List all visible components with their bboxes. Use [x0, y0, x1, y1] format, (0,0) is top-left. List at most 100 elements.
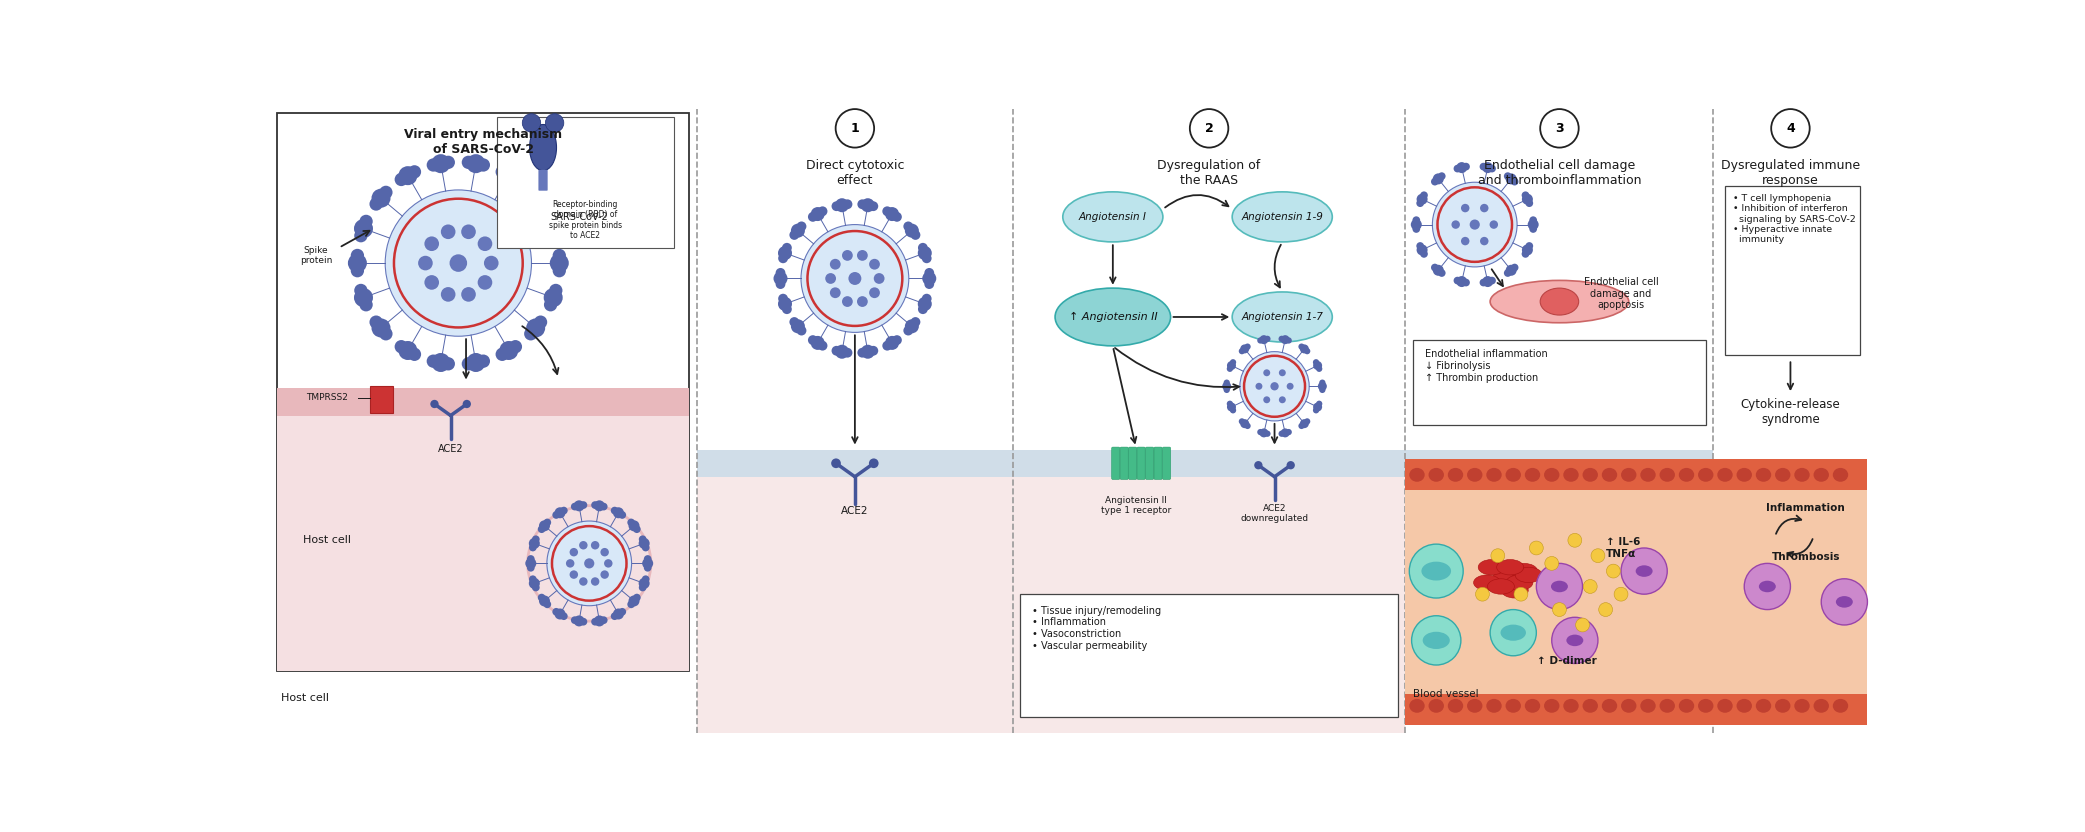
Circle shape	[1503, 270, 1512, 277]
Circle shape	[1551, 617, 1597, 663]
Circle shape	[1505, 173, 1516, 185]
Ellipse shape	[1422, 562, 1451, 581]
Circle shape	[1512, 264, 1518, 271]
Circle shape	[1241, 352, 1309, 421]
Ellipse shape	[1478, 560, 1505, 575]
Ellipse shape	[1756, 699, 1770, 713]
Circle shape	[350, 249, 365, 262]
Circle shape	[498, 341, 519, 360]
Ellipse shape	[1641, 468, 1655, 482]
Circle shape	[830, 259, 840, 270]
Circle shape	[611, 612, 619, 620]
Circle shape	[461, 156, 475, 169]
Circle shape	[1528, 225, 1537, 233]
Circle shape	[573, 500, 584, 512]
Circle shape	[1522, 245, 1532, 255]
Circle shape	[832, 201, 842, 211]
Circle shape	[1278, 396, 1286, 404]
Circle shape	[1770, 109, 1810, 147]
Circle shape	[917, 305, 928, 314]
Circle shape	[842, 348, 853, 358]
Ellipse shape	[1541, 288, 1578, 315]
Circle shape	[836, 109, 874, 147]
FancyBboxPatch shape	[1145, 447, 1153, 479]
Circle shape	[1224, 387, 1230, 393]
Circle shape	[857, 296, 867, 307]
Ellipse shape	[1814, 699, 1829, 713]
Circle shape	[778, 294, 788, 304]
Circle shape	[532, 584, 540, 592]
Circle shape	[394, 340, 409, 354]
Ellipse shape	[1510, 563, 1537, 579]
Circle shape	[594, 616, 605, 626]
Text: ↑ D-dimer: ↑ D-dimer	[1537, 656, 1597, 666]
Circle shape	[628, 596, 640, 607]
Ellipse shape	[530, 125, 557, 171]
Ellipse shape	[1737, 699, 1751, 713]
Ellipse shape	[1409, 699, 1424, 713]
Circle shape	[548, 229, 563, 242]
Circle shape	[1226, 365, 1232, 372]
Circle shape	[1745, 563, 1791, 610]
FancyBboxPatch shape	[1128, 447, 1136, 479]
Text: Blood vessel: Blood vessel	[1414, 689, 1478, 699]
Ellipse shape	[1795, 468, 1810, 482]
Circle shape	[1264, 430, 1270, 437]
Circle shape	[1257, 337, 1264, 344]
Circle shape	[628, 520, 640, 532]
Ellipse shape	[1422, 631, 1449, 649]
Circle shape	[1299, 423, 1305, 429]
Ellipse shape	[1583, 468, 1597, 482]
Ellipse shape	[1447, 468, 1464, 482]
Text: ACE2: ACE2	[840, 506, 869, 516]
Ellipse shape	[1601, 468, 1618, 482]
Circle shape	[348, 254, 367, 273]
FancyBboxPatch shape	[696, 450, 1714, 477]
Circle shape	[350, 264, 365, 277]
Circle shape	[924, 268, 934, 278]
Ellipse shape	[1232, 192, 1332, 242]
Circle shape	[430, 400, 438, 409]
Circle shape	[1591, 549, 1605, 562]
Circle shape	[409, 348, 421, 361]
Ellipse shape	[1545, 468, 1560, 482]
Ellipse shape	[1678, 699, 1695, 713]
Circle shape	[1430, 264, 1439, 271]
Ellipse shape	[1493, 571, 1520, 587]
Circle shape	[509, 173, 521, 186]
Ellipse shape	[1833, 699, 1847, 713]
Circle shape	[642, 543, 651, 552]
Circle shape	[538, 596, 550, 607]
Circle shape	[917, 246, 932, 260]
Circle shape	[807, 212, 817, 222]
Ellipse shape	[1063, 192, 1163, 242]
Circle shape	[1620, 548, 1668, 594]
Circle shape	[869, 287, 880, 298]
Circle shape	[1489, 165, 1495, 172]
Circle shape	[1614, 587, 1628, 601]
Circle shape	[1480, 237, 1489, 245]
Circle shape	[1191, 109, 1228, 147]
Circle shape	[790, 319, 805, 334]
Ellipse shape	[1564, 468, 1578, 482]
Circle shape	[523, 186, 538, 199]
Circle shape	[861, 344, 876, 359]
Circle shape	[882, 341, 892, 350]
Circle shape	[892, 212, 903, 222]
Ellipse shape	[1697, 699, 1714, 713]
Circle shape	[1453, 277, 1462, 285]
Circle shape	[496, 166, 509, 179]
Circle shape	[553, 608, 561, 616]
Circle shape	[922, 254, 932, 263]
Text: Spike
protein: Spike protein	[300, 245, 332, 265]
Circle shape	[530, 578, 540, 589]
Circle shape	[638, 578, 651, 589]
Circle shape	[534, 197, 546, 210]
Ellipse shape	[1635, 565, 1653, 577]
Text: Angiotensin 1-7: Angiotensin 1-7	[1241, 312, 1324, 322]
Circle shape	[553, 264, 565, 277]
Circle shape	[555, 508, 565, 518]
Circle shape	[1286, 383, 1293, 389]
Circle shape	[832, 346, 842, 355]
Circle shape	[419, 255, 434, 270]
